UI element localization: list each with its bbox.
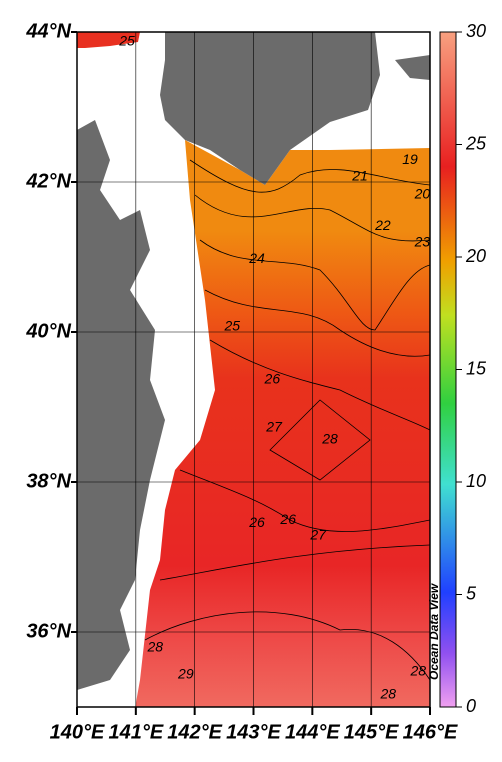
- contour-label: 29: [177, 665, 194, 681]
- colorbar-tick-label: 0: [466, 696, 476, 716]
- sea-patch: [77, 32, 140, 48]
- map-field: [77, 32, 430, 707]
- sea-field: [135, 140, 430, 707]
- contour-label: 28: [321, 431, 338, 447]
- x-tick-label: 140°E: [50, 721, 105, 743]
- x-tick-label: 146°E: [403, 721, 458, 743]
- land: [77, 120, 165, 690]
- contour-label: 28: [146, 638, 163, 654]
- contour-label: 27: [309, 527, 327, 543]
- x-tick-label: 141°E: [108, 721, 163, 743]
- land: [395, 55, 430, 80]
- contour-label: 26: [248, 514, 265, 530]
- contour-label: 24: [248, 250, 265, 266]
- contour-label: 26: [264, 371, 281, 387]
- contour-label: 28: [379, 686, 396, 702]
- contour-label: 28: [409, 662, 426, 678]
- colorbar-tick-label: 20: [465, 246, 486, 266]
- contour-label: 27: [265, 419, 283, 435]
- y-tick-label: 40°N: [25, 320, 71, 342]
- x-tick-label: 145°E: [344, 721, 399, 743]
- y-tick-label: 38°N: [26, 470, 71, 492]
- contour-label: 22: [374, 217, 391, 233]
- contour-label: 25: [118, 32, 135, 48]
- colorbar-tick-label: 10: [466, 471, 486, 491]
- x-tick-label: 144°E: [285, 721, 340, 743]
- contour-label: 26: [279, 511, 296, 527]
- colorbar-tick-label: 5: [466, 583, 477, 603]
- watermark: Ocean Data View: [427, 583, 441, 680]
- contours: [144, 159, 430, 681]
- contour-label: 25: [224, 317, 241, 333]
- land: [160, 32, 380, 185]
- colorbar-tick-label: 25: [465, 133, 487, 153]
- y-tick-label: 36°N: [26, 620, 71, 642]
- y-tick-label: 42°N: [25, 170, 71, 192]
- colorbar-tick-label: 30: [466, 21, 486, 41]
- contour-label: 23: [414, 233, 431, 249]
- x-tick-label: 142°E: [167, 721, 222, 743]
- contour-label: 20: [414, 185, 431, 201]
- colorbar-tick-label: 15: [466, 358, 487, 378]
- x-tick-label: 143°E: [226, 721, 281, 743]
- colorbar: [439, 31, 457, 708]
- contour-label: 21: [351, 167, 368, 183]
- y-tick-label: 44°N: [25, 20, 71, 42]
- contour-label: 19: [402, 151, 418, 167]
